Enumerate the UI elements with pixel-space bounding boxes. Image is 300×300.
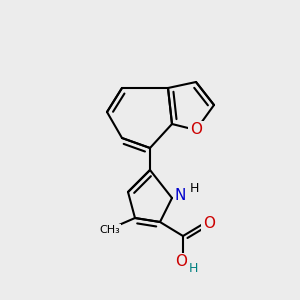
- Text: H: H: [189, 182, 199, 194]
- Text: N: N: [174, 188, 186, 203]
- Text: O: O: [203, 217, 215, 232]
- Text: O: O: [190, 122, 202, 137]
- Text: CH₃: CH₃: [100, 225, 120, 235]
- Text: H: H: [188, 262, 198, 275]
- Text: O: O: [175, 254, 187, 269]
